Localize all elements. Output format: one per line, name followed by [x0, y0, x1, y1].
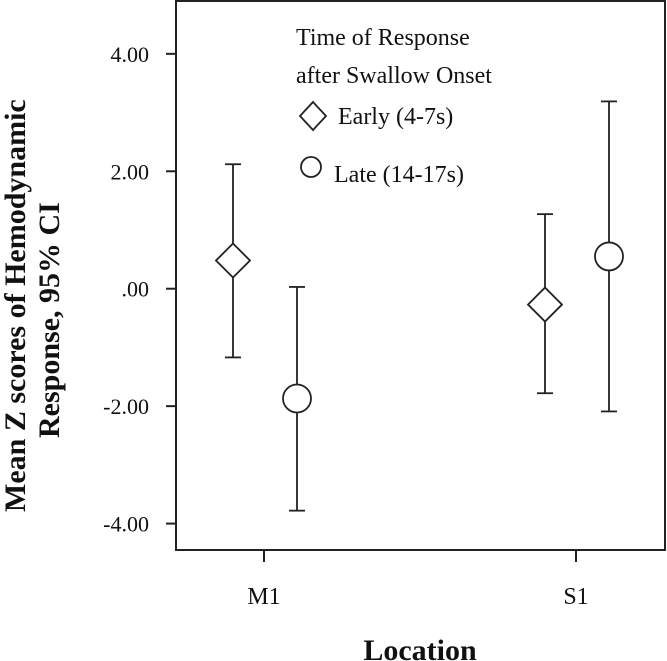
error-bar-circle-S1 — [594, 100, 624, 413]
error-bar-diamond-M1 — [214, 163, 252, 359]
x-axis-title: Location — [363, 634, 477, 661]
x-axis: M1 S1 — [247, 550, 589, 610]
y-tick-label: -4.00 — [103, 512, 149, 537]
y-tick-label: 2.00 — [111, 159, 150, 184]
y-tick-label: .00 — [122, 277, 150, 302]
y-tick-label: 4.00 — [111, 42, 150, 67]
mean-point-circle — [282, 383, 312, 414]
data-marks — [214, 100, 624, 512]
legend-diamond-icon — [298, 100, 328, 132]
x-tick-label: S1 — [563, 584, 588, 610]
legend: Time of Response after Swallow Onset Ear… — [296, 25, 492, 188]
plot-frame — [175, 0, 666, 551]
mean-point-diamond — [214, 242, 252, 279]
y-axis-title-line1: Mean Z scores of Hemodynamic — [0, 99, 32, 512]
x-tick-label: M1 — [247, 584, 280, 610]
legend-item-early: Early (4-7s) — [338, 104, 453, 130]
y-tick-label: -2.00 — [103, 394, 149, 419]
y-axis-title-line2: Response, 95% CI — [33, 202, 66, 438]
legend-title-line2: after Swallow Onset — [296, 63, 492, 89]
legend-title-line1: Time of Response — [296, 25, 470, 51]
mean-point-circle — [594, 241, 624, 272]
y-axis: 4.00 2.00 .00 -2.00 -4.00 — [103, 42, 176, 537]
mean-point-diamond — [526, 286, 564, 323]
legend-circle-icon — [300, 156, 322, 178]
error-bar-diamond-S1 — [526, 213, 564, 395]
error-bar-circle-M1 — [282, 286, 312, 512]
legend-item-late: Late (14-17s) — [334, 162, 464, 188]
